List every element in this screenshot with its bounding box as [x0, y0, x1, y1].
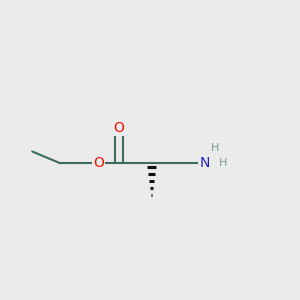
Text: H: H — [211, 143, 219, 153]
Text: N: N — [199, 156, 210, 170]
Text: H: H — [218, 158, 227, 168]
Text: O: O — [114, 121, 124, 135]
Text: O: O — [93, 156, 104, 170]
